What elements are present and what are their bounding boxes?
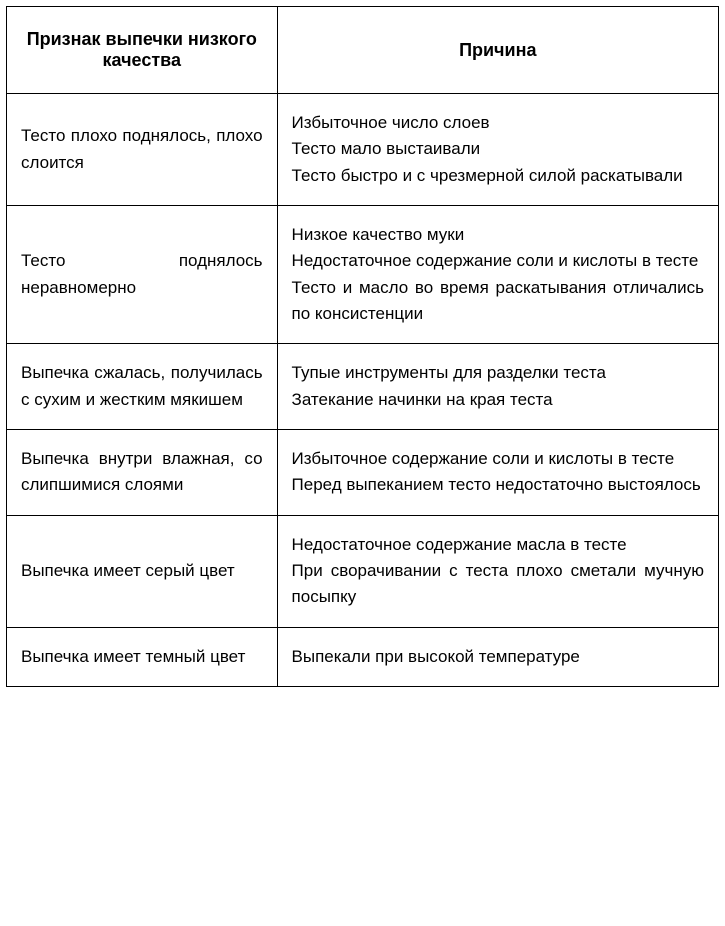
table-body: Тесто плохо поднялось, плохо слоится Изб…	[7, 94, 719, 687]
column-header-sign: Признак выпечки низкого качества	[7, 7, 278, 94]
table-row: Тесто плохо поднялось, плохо слоится Изб…	[7, 94, 719, 206]
sign-cell: Выпечка имеет темный цвет	[7, 627, 278, 686]
cause-line: Затекание начинки на края теста	[292, 387, 704, 413]
table-header-row: Признак выпечки низкого качества Причина	[7, 7, 719, 94]
table-row: Выпечка внутри влажная, со слипшимися сл…	[7, 430, 719, 516]
cause-line: Недостаточное содержание масла в тесте	[292, 532, 704, 558]
cause-cell: Выпекали при высокой температуре	[277, 627, 718, 686]
table-row: Выпечка сжалась, получилась с сухим и же…	[7, 344, 719, 430]
cause-line: Тесто мало выстаивали	[292, 136, 704, 162]
cause-cell: Тупые инструменты для разделки теста Зат…	[277, 344, 718, 430]
cause-line: Выпекали при высокой температуре	[292, 644, 704, 670]
cause-line: Тесто и масло во время раскатывания отли…	[292, 275, 704, 328]
cause-cell: Избыточное число слоев Тесто мало выстаи…	[277, 94, 718, 206]
cause-line: Тесто быстро и с чрезмерной силой раскат…	[292, 163, 704, 189]
table-row: Выпечка имеет темный цвет Выпекали при в…	[7, 627, 719, 686]
cause-line: Избыточное число слоев	[292, 110, 704, 136]
sign-cell: Тесто поднялось неравномерно	[7, 206, 278, 344]
cause-cell: Недостаточное содержание масла в тесте П…	[277, 515, 718, 627]
sign-cell: Выпечка сжалась, получилась с сухим и же…	[7, 344, 278, 430]
column-header-cause: Причина	[277, 7, 718, 94]
table-row: Тесто поднялось неравномерно Низкое каче…	[7, 206, 719, 344]
cause-line: Перед выпеканием тесто недостаточно выст…	[292, 472, 704, 498]
cause-cell: Низкое качество муки Недостаточное содер…	[277, 206, 718, 344]
cause-line: При сворачивании с теста плохо сметали м…	[292, 558, 704, 611]
sign-cell: Тесто плохо поднялось, плохо слоится	[7, 94, 278, 206]
baking-defects-table: Признак выпечки низкого качества Причина…	[6, 6, 719, 687]
cause-line: Недостаточное содержание соли и кислоты …	[292, 248, 704, 274]
cause-line: Избыточное содержание соли и кислоты в т…	[292, 446, 704, 472]
cause-line: Тупые инструменты для разделки теста	[292, 360, 704, 386]
cause-line: Низкое качество муки	[292, 222, 704, 248]
sign-cell: Выпечка внутри влажная, со слипшимися сл…	[7, 430, 278, 516]
sign-cell: Выпечка имеет серый цвет	[7, 515, 278, 627]
table-row: Выпечка имеет серый цвет Недостаточное с…	[7, 515, 719, 627]
cause-cell: Избыточное содержание соли и кислоты в т…	[277, 430, 718, 516]
